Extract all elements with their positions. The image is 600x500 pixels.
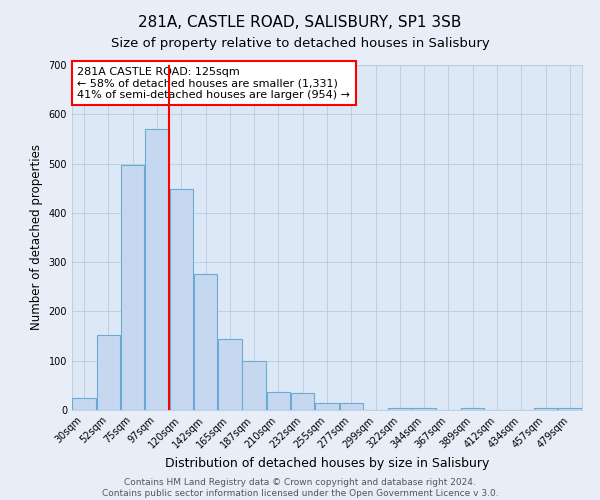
Bar bbox=[218, 339, 242, 410]
Bar bbox=[388, 408, 412, 410]
Bar bbox=[340, 403, 363, 410]
Text: Size of property relative to detached houses in Salisbury: Size of property relative to detached ho… bbox=[110, 38, 490, 51]
Text: Contains HM Land Registry data © Crown copyright and database right 2024.
Contai: Contains HM Land Registry data © Crown c… bbox=[101, 478, 499, 498]
Bar bbox=[315, 403, 339, 410]
Bar bbox=[145, 129, 169, 410]
Bar bbox=[242, 360, 266, 410]
Bar bbox=[170, 189, 193, 410]
Bar bbox=[534, 408, 557, 410]
Y-axis label: Number of detached properties: Number of detached properties bbox=[30, 144, 43, 330]
Bar bbox=[291, 393, 314, 410]
Bar bbox=[461, 408, 484, 410]
Bar bbox=[73, 398, 96, 410]
Bar bbox=[412, 408, 436, 410]
Bar bbox=[266, 392, 290, 410]
X-axis label: Distribution of detached houses by size in Salisbury: Distribution of detached houses by size … bbox=[165, 457, 489, 470]
Text: 281A CASTLE ROAD: 125sqm
← 58% of detached houses are smaller (1,331)
41% of sem: 281A CASTLE ROAD: 125sqm ← 58% of detach… bbox=[77, 66, 350, 100]
Bar bbox=[97, 334, 120, 410]
Bar bbox=[558, 408, 581, 410]
Text: 281A, CASTLE ROAD, SALISBURY, SP1 3SB: 281A, CASTLE ROAD, SALISBURY, SP1 3SB bbox=[139, 15, 461, 30]
Bar bbox=[121, 165, 145, 410]
Bar bbox=[194, 274, 217, 410]
